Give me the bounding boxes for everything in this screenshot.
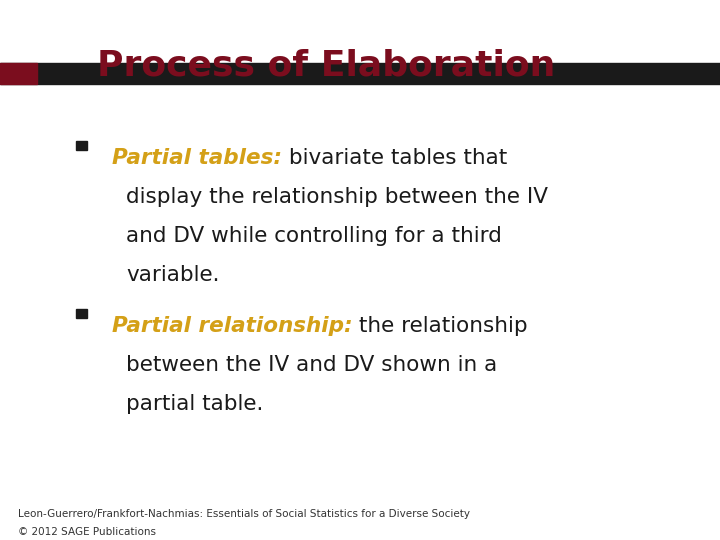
Text: the relationship: the relationship xyxy=(352,316,528,336)
Text: Partial tables:: Partial tables: xyxy=(112,148,282,168)
Bar xyxy=(0,63,720,84)
Bar xyxy=(76,309,87,318)
Text: between the IV and DV shown in a: between the IV and DV shown in a xyxy=(126,355,498,375)
Text: Leon-Guerrero/Frankfort-Nachmias: Essentials of Social Statistics for a Diverse : Leon-Guerrero/Frankfort-Nachmias: Essent… xyxy=(18,509,470,519)
Text: bivariate tables that: bivariate tables that xyxy=(282,148,507,168)
Text: and DV while controlling for a third: and DV while controlling for a third xyxy=(126,226,502,246)
Text: partial table.: partial table. xyxy=(126,394,264,414)
Text: Partial relationship:: Partial relationship: xyxy=(112,316,352,336)
Text: display the relationship between the IV: display the relationship between the IV xyxy=(126,187,548,207)
Bar xyxy=(76,141,87,150)
Text: Process of Elaboration: Process of Elaboration xyxy=(97,49,556,83)
Text: © 2012 SAGE Publications: © 2012 SAGE Publications xyxy=(18,526,156,537)
Text: variable.: variable. xyxy=(126,265,220,285)
Bar xyxy=(0,63,37,84)
